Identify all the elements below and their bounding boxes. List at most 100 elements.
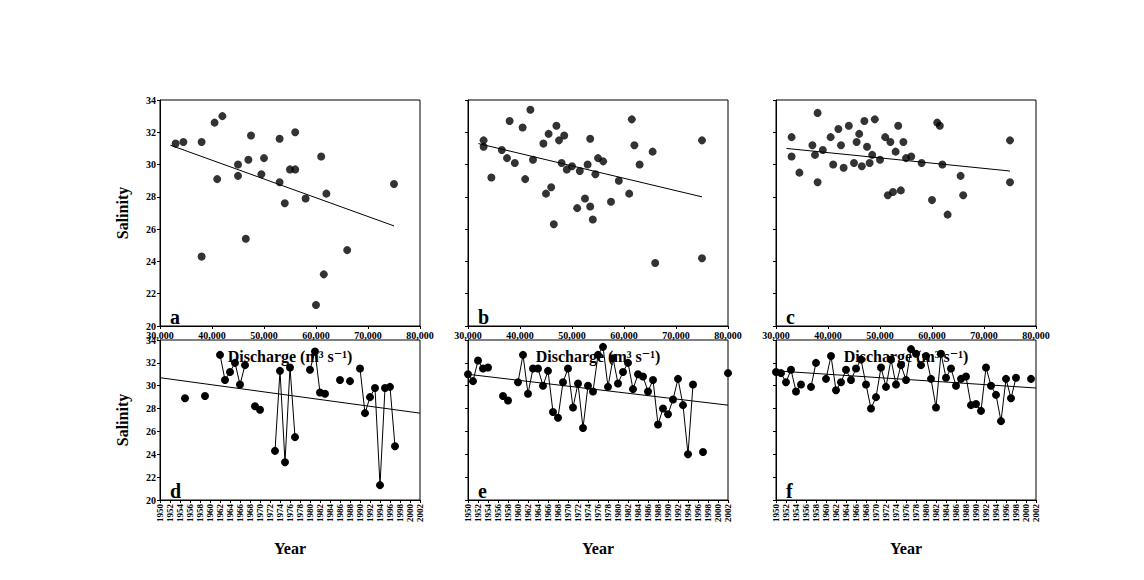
svg-text:1952: 1952 <box>165 504 175 523</box>
svg-text:1960: 1960 <box>205 504 215 523</box>
svg-text:1954: 1954 <box>483 504 493 523</box>
svg-text:1986: 1986 <box>335 504 345 523</box>
svg-text:1972: 1972 <box>881 504 891 523</box>
svg-text:Salinity: Salinity <box>114 394 132 446</box>
svg-text:70,000: 70,000 <box>662 330 690 341</box>
svg-text:1984: 1984 <box>633 504 643 523</box>
svg-text:2000: 2000 <box>1021 504 1031 523</box>
svg-text:Discharge (m³ s⁻¹): Discharge (m³ s⁻¹) <box>844 348 969 366</box>
svg-text:1952: 1952 <box>781 504 791 523</box>
svg-text:Year: Year <box>274 540 306 557</box>
svg-text:2000: 2000 <box>405 504 415 523</box>
svg-text:1974: 1974 <box>583 504 593 523</box>
svg-text:22: 22 <box>146 472 156 483</box>
svg-text:32: 32 <box>146 127 156 138</box>
svg-text:20: 20 <box>146 495 156 506</box>
svg-text:2002: 2002 <box>723 504 733 523</box>
svg-text:1968: 1968 <box>861 504 871 523</box>
svg-text:1972: 1972 <box>573 504 583 523</box>
svg-text:1964: 1964 <box>533 504 543 523</box>
svg-text:1990: 1990 <box>663 504 673 523</box>
svg-text:2002: 2002 <box>1031 504 1041 523</box>
svg-text:1974: 1974 <box>891 504 901 523</box>
svg-text:1958: 1958 <box>811 504 821 523</box>
svg-text:Year: Year <box>582 540 614 557</box>
svg-text:1982: 1982 <box>315 504 325 523</box>
svg-text:Salinity: Salinity <box>114 187 132 239</box>
svg-text:1980: 1980 <box>921 504 931 523</box>
svg-text:1978: 1978 <box>911 504 921 523</box>
svg-text:1954: 1954 <box>175 504 185 523</box>
svg-text:1980: 1980 <box>613 504 623 523</box>
svg-text:24: 24 <box>146 449 156 460</box>
svg-text:28: 28 <box>146 191 156 202</box>
svg-text:1998: 1998 <box>703 504 713 523</box>
svg-text:1962: 1962 <box>831 504 841 523</box>
svg-text:24: 24 <box>146 256 156 267</box>
svg-text:1976: 1976 <box>593 504 603 523</box>
svg-text:1950: 1950 <box>463 504 473 523</box>
svg-text:1998: 1998 <box>1011 504 1021 523</box>
svg-text:1956: 1956 <box>185 504 195 523</box>
svg-text:1982: 1982 <box>623 504 633 523</box>
svg-text:1964: 1964 <box>841 504 851 523</box>
svg-text:30: 30 <box>146 380 156 391</box>
svg-text:1958: 1958 <box>503 504 513 523</box>
svg-text:1996: 1996 <box>693 504 703 523</box>
svg-text:Discharge (m³ s⁻¹): Discharge (m³ s⁻¹) <box>536 348 661 366</box>
svg-text:26: 26 <box>146 426 156 437</box>
svg-text:1986: 1986 <box>643 504 653 523</box>
svg-text:1962: 1962 <box>523 504 533 523</box>
svg-text:1976: 1976 <box>901 504 911 523</box>
svg-text:a: a <box>170 306 180 328</box>
svg-text:30: 30 <box>146 159 156 170</box>
svg-text:1958: 1958 <box>195 504 205 523</box>
svg-text:1966: 1966 <box>851 504 861 523</box>
svg-text:60,000: 60,000 <box>610 330 638 341</box>
svg-text:80,000: 80,000 <box>1022 330 1050 341</box>
svg-text:1978: 1978 <box>603 504 613 523</box>
svg-text:40,000: 40,000 <box>814 330 842 341</box>
svg-text:Year: Year <box>890 540 922 557</box>
svg-text:1986: 1986 <box>951 504 961 523</box>
svg-text:d: d <box>170 480 181 502</box>
svg-text:1950: 1950 <box>771 504 781 523</box>
svg-text:1966: 1966 <box>543 504 553 523</box>
svg-text:28: 28 <box>146 403 156 414</box>
svg-text:b: b <box>478 306 489 328</box>
svg-text:1984: 1984 <box>941 504 951 523</box>
svg-text:2002: 2002 <box>415 504 425 523</box>
svg-text:50,000: 50,000 <box>250 330 278 341</box>
svg-text:1994: 1994 <box>375 504 385 523</box>
svg-text:70,000: 70,000 <box>970 330 998 341</box>
svg-text:70,000: 70,000 <box>354 330 382 341</box>
svg-text:1950: 1950 <box>155 504 165 523</box>
svg-text:e: e <box>478 480 487 502</box>
svg-text:1960: 1960 <box>513 504 523 523</box>
svg-text:1972: 1972 <box>265 504 275 523</box>
svg-text:1988: 1988 <box>961 504 971 523</box>
svg-text:1994: 1994 <box>991 504 1001 523</box>
svg-text:1982: 1982 <box>931 504 941 523</box>
svg-text:1960: 1960 <box>821 504 831 523</box>
svg-text:1952: 1952 <box>473 504 483 523</box>
svg-text:1978: 1978 <box>295 504 305 523</box>
svg-text:1990: 1990 <box>971 504 981 523</box>
svg-text:22: 22 <box>146 288 156 299</box>
svg-text:1988: 1988 <box>345 504 355 523</box>
svg-text:50,000: 50,000 <box>558 330 586 341</box>
svg-text:1964: 1964 <box>225 504 235 523</box>
svg-text:1968: 1968 <box>245 504 255 523</box>
svg-text:60,000: 60,000 <box>302 330 330 341</box>
svg-text:1968: 1968 <box>553 504 563 523</box>
svg-text:1970: 1970 <box>255 504 265 523</box>
svg-text:1990: 1990 <box>355 504 365 523</box>
svg-text:1992: 1992 <box>981 504 991 523</box>
svg-text:1974: 1974 <box>275 504 285 523</box>
svg-text:1976: 1976 <box>285 504 295 523</box>
svg-text:1994: 1994 <box>683 504 693 523</box>
svg-text:1992: 1992 <box>673 504 683 523</box>
svg-text:1992: 1992 <box>365 504 375 523</box>
svg-text:50,000: 50,000 <box>866 330 894 341</box>
svg-text:c: c <box>786 306 795 328</box>
